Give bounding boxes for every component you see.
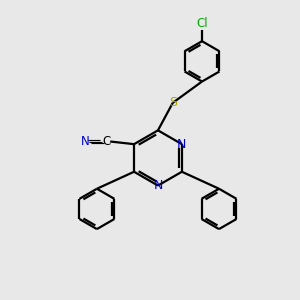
Text: S: S <box>169 96 177 109</box>
Text: C: C <box>102 135 111 148</box>
Text: N: N <box>177 138 187 151</box>
Text: Cl: Cl <box>196 16 208 30</box>
Text: N: N <box>153 179 163 192</box>
Text: N: N <box>81 135 90 148</box>
